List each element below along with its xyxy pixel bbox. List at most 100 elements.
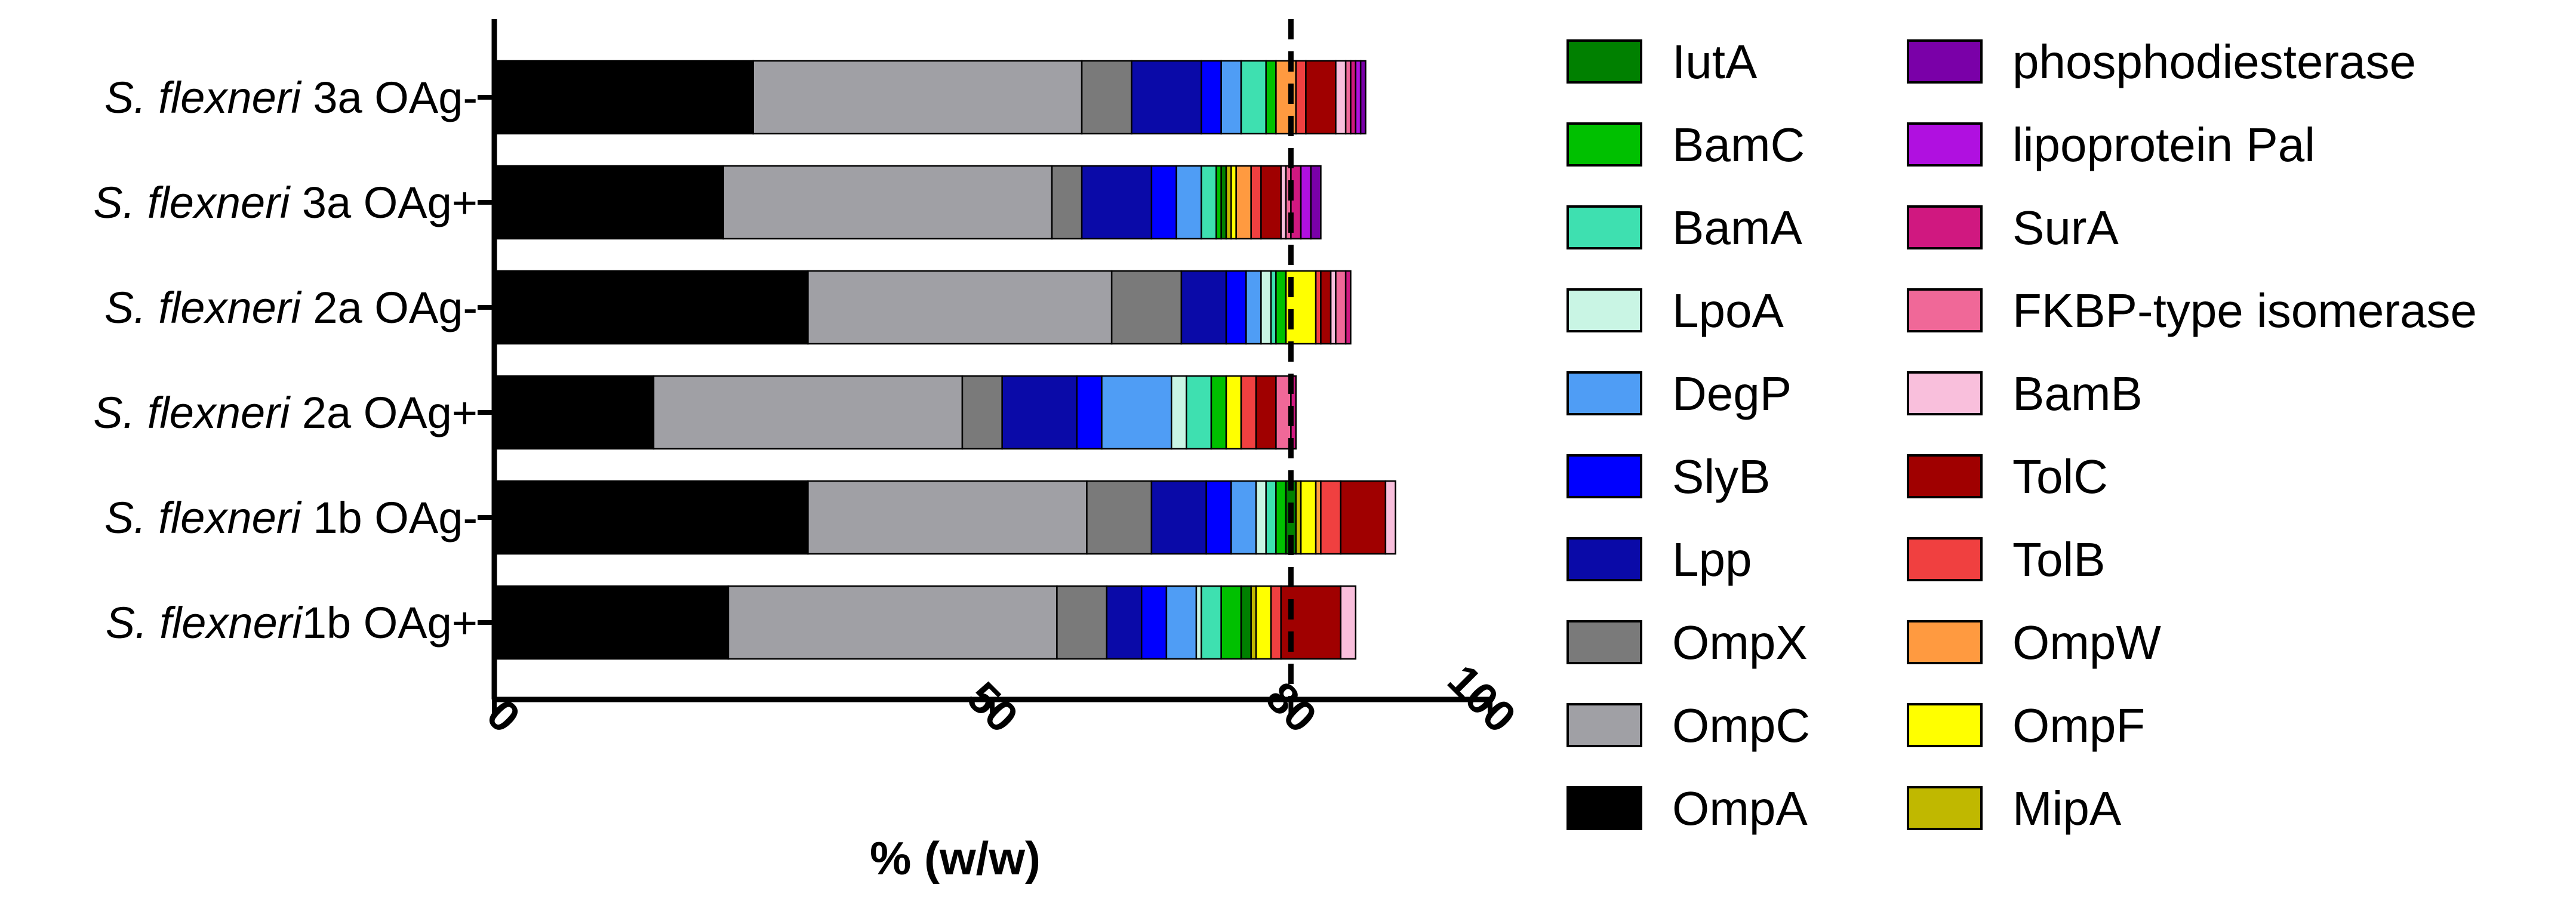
bar-segment-bama-row-4 <box>1186 375 1212 450</box>
legend-label: TolB <box>2012 533 2106 586</box>
bar-segment-fkbp-type-isomerase-row-1 <box>1344 60 1352 135</box>
legend-label: LpoA <box>1672 284 1784 337</box>
bar-segment-degp-row-5 <box>1230 480 1257 555</box>
bar-segment-bamc-row-4 <box>1210 375 1227 450</box>
legend-item-degp: DegP <box>1566 367 1792 420</box>
x-tick-label-100: 100 <box>1438 655 1525 742</box>
legend-label: OmpC <box>1672 699 1810 752</box>
bar-segment-tolc-row-1 <box>1305 60 1337 135</box>
legend-swatch <box>1907 371 1983 415</box>
bar-segment-ompx-row-1 <box>1081 60 1132 135</box>
bar-segment-slyb-row-4 <box>1076 375 1103 450</box>
legend-item-bamc: BamC <box>1566 118 1805 171</box>
x-tick-label-80: 80 <box>1257 672 1327 742</box>
legend-item-mipa: MipA <box>1907 782 2122 835</box>
legend-label: BamB <box>2012 367 2143 420</box>
category-label-species: S. flexneri <box>106 598 304 648</box>
legend-swatch <box>1566 371 1642 415</box>
bar-segment-tolc-row-2 <box>1260 165 1282 240</box>
category-label-6: S. flexneri1b OAg+ <box>106 598 478 648</box>
bar-segment-ompa-row-6 <box>493 585 730 660</box>
legend-item-iuta: IutA <box>1566 35 1758 88</box>
bars-group <box>493 60 1396 660</box>
bar-segment-ompx-row-3 <box>1110 270 1183 345</box>
legend-swatch <box>1907 703 1983 747</box>
legend-label: OmpX <box>1672 616 1808 669</box>
bar-segment-ompf-row-2 <box>1230 165 1237 240</box>
bar-segment-ompf-row-4 <box>1225 375 1242 450</box>
legend-swatch <box>1907 620 1983 664</box>
bar-segment-phosphodiesterase-row-1 <box>1359 60 1367 135</box>
bar-segment-tolb-row-2 <box>1250 165 1262 240</box>
bar-segment-bamc-row-1 <box>1265 60 1277 135</box>
legend-item-bama: BamA <box>1566 201 1802 254</box>
legend: IutA BamC BamA LpoA DegP SlyB Lpp OmpX OmpC OmpA p… <box>1566 35 2477 835</box>
legend-label: OmpA <box>1672 782 1808 835</box>
bar-segment-degp-row-3 <box>1245 270 1262 345</box>
legend-item-ompw: OmpW <box>1907 616 2161 669</box>
legend-label: TolC <box>2012 450 2108 503</box>
bar-segment-bama-row-1 <box>1240 60 1267 135</box>
bar-segment-ompc-row-1 <box>752 60 1083 135</box>
bar-segment-bama-row-3 <box>1270 270 1277 345</box>
bar-segment-lpoa-row-4 <box>1170 375 1187 450</box>
bar-segment-ompx-row-4 <box>961 375 1003 450</box>
category-label-5: S. flexneri 1b OAg- <box>104 493 478 543</box>
bar-segment-fkbp-type-isomerase-row-3 <box>1335 270 1347 345</box>
bar-segment-bamc-row-6 <box>1220 585 1242 660</box>
legend-swatch <box>1566 122 1642 167</box>
x-axis-title: % (w/w) <box>870 832 1041 884</box>
legend-label: DegP <box>1672 367 1792 420</box>
category-label-serotype: 3a OAg- <box>301 73 478 122</box>
bar-segment-lpp-row-6 <box>1106 585 1143 660</box>
legend-item-phosphodiesterase: phosphodiesterase <box>1907 35 2416 88</box>
bar-segment-phosphodiesterase-row-2 <box>1310 165 1322 240</box>
bar-segment-ompa-row-5 <box>493 480 809 555</box>
bar-segment-lipoprotein-pal-row-2 <box>1300 165 1312 240</box>
legend-swatch <box>1566 288 1642 332</box>
legend-swatch <box>1907 39 1983 84</box>
bar-segment-ompa-row-4 <box>493 375 655 450</box>
legend-swatch <box>1907 537 1983 581</box>
legend-label: BamA <box>1672 201 1802 254</box>
legend-item-slyb: SlyB <box>1566 450 1771 503</box>
bar-segment-sura-row-3 <box>1344 270 1352 345</box>
legend-item-sura: SurA <box>1907 201 2119 254</box>
legend-item-tolb: TolB <box>1907 533 2106 586</box>
bar-segment-lpoa-row-6 <box>1195 585 1202 660</box>
legend-item-bamb: BamB <box>1907 367 2143 420</box>
legend-item-fkbp-type-isomerase: FKBP-type isomerase <box>1907 284 2477 337</box>
legend-swatch <box>1566 205 1642 249</box>
bar-segment-mipa-row-5 <box>1295 480 1302 555</box>
legend-swatch <box>1566 454 1642 498</box>
category-label-4: S. flexneri 2a OAg+ <box>93 388 478 437</box>
bar-segment-lpoa-row-5 <box>1255 480 1267 555</box>
bar-segment-bamb-row-1 <box>1335 60 1347 135</box>
legend-swatch <box>1566 786 1642 830</box>
bar-segment-ompf-row-5 <box>1300 480 1317 555</box>
bar-segment-ompc-row-4 <box>653 375 964 450</box>
legend-swatch <box>1566 703 1642 747</box>
bar-segment-ompx-row-2 <box>1051 165 1083 240</box>
bar-segment-ompw-row-2 <box>1235 165 1252 240</box>
bar-segment-bamb-row-3 <box>1329 270 1337 345</box>
category-label-species: S. flexneri <box>104 493 303 543</box>
category-label-serotype: 3a OAg+ <box>290 178 478 227</box>
bar-segment-ompc-row-6 <box>727 585 1058 660</box>
bar-segment-tolb-row-5 <box>1320 480 1342 555</box>
bar-segment-bamc-row-2 <box>1215 165 1222 240</box>
bar-segment-ompw-row-5 <box>1315 480 1322 555</box>
legend-label: OmpW <box>2012 616 2161 669</box>
legend-label: lipoprotein Pal <box>2012 118 2315 171</box>
bar-segment-tolc-row-4 <box>1255 375 1277 450</box>
bar-segment-lipoprotein-pal-row-1 <box>1355 60 1362 135</box>
legend-item-ompc: OmpC <box>1566 699 1810 752</box>
bar-segment-bamb-row-6 <box>1340 585 1357 660</box>
bar-segment-bamc-row-5 <box>1275 480 1287 555</box>
legend-swatch <box>1566 39 1642 84</box>
legend-item-lpp: Lpp <box>1566 533 1752 586</box>
legend-swatch <box>1907 454 1983 498</box>
bar-segment-ompf-row-6 <box>1255 585 1272 660</box>
legend-item-ompf: OmpF <box>1907 699 2145 752</box>
legend-swatch <box>1566 620 1642 664</box>
